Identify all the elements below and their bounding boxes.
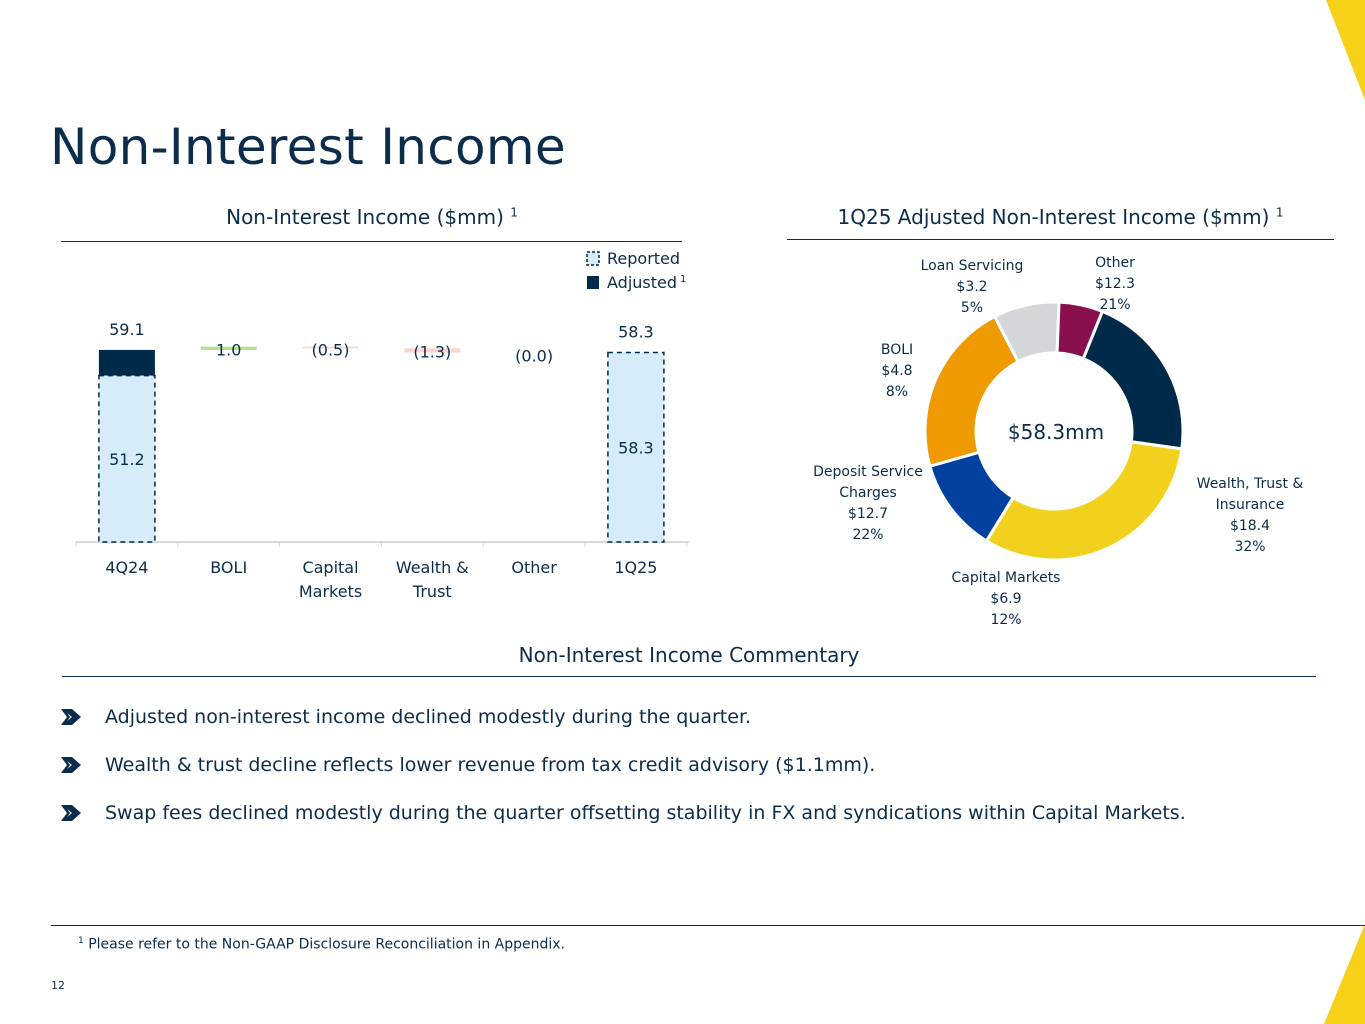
waterfall-chart: 4Q24 BOLI Capital Markets Wealth & Trust Other… <box>75 249 689 601</box>
donut-slice-label: 32% <box>1234 539 1265 555</box>
x-tick-label: Trust <box>412 582 452 601</box>
donut-slice-label: $6.9 <box>990 591 1021 607</box>
donut-slice <box>923 314 1021 469</box>
waterfall-title-footnote-marker: 1 <box>510 205 518 220</box>
x-tick-label: Capital <box>302 558 358 577</box>
footnote-marker: 1 <box>78 936 84 946</box>
donut-title-rule <box>787 239 1334 240</box>
reported-value-label: 58.3 <box>618 438 654 457</box>
reported-bar <box>607 351 665 543</box>
donut-title-text: 1Q25 Adjusted Non-Interest Income ($mm) <box>837 205 1270 229</box>
donut-slice-label: $12.7 <box>848 506 888 522</box>
adjusted-bar <box>98 349 155 376</box>
page-title: Non-Interest Income <box>50 118 566 176</box>
delta-bar <box>404 348 461 353</box>
footnote: 1 Please refer to the Non-GAAP Disclosur… <box>78 936 565 953</box>
donut-slice-label: Other <box>1095 255 1135 271</box>
donut-slice-label: $3.2 <box>956 279 987 295</box>
commentary-title-rule <box>62 676 1316 677</box>
commentary-bullet-text: Wealth & trust decline reflects lower re… <box>105 754 876 776</box>
legend-swatch-reported <box>586 251 600 266</box>
footnote-text: Please refer to the Non-GAAP Disclosure … <box>88 936 565 953</box>
donut-slice-label: Insurance <box>1216 497 1285 513</box>
x-tick-label: Markets <box>299 582 362 601</box>
donut-center-total: $58.3mm <box>1008 420 1104 444</box>
legend-footnote-marker: 1 <box>680 274 686 285</box>
delta-bar <box>200 346 257 350</box>
donut-slice-label: 21% <box>1099 297 1130 313</box>
corner-accent-bottom-shape <box>1324 924 1365 1024</box>
corner-accent-top-shape <box>1326 0 1365 100</box>
waterfall-title-text: Non-Interest Income ($mm) <box>226 205 504 229</box>
x-tick-label: 1Q25 <box>614 558 657 577</box>
donut-slice-label: Loan Servicing <box>921 258 1024 274</box>
commentary-bullet: Swap fees declined modestly during the q… <box>60 802 1186 824</box>
corner-accent-bottom <box>1324 924 1365 1024</box>
donut-slice-label: 22% <box>852 527 883 543</box>
delta-value-label: (0.5) <box>312 341 350 360</box>
reported-bar <box>98 374 156 543</box>
donut-slice <box>1055 300 1105 361</box>
donut-slice-label: $18.4 <box>1230 518 1270 534</box>
commentary-bullet: Adjusted non-interest income declined mo… <box>60 706 751 728</box>
x-tick-label: Other <box>511 558 557 577</box>
waterfall-title-rule <box>61 241 682 242</box>
corner-accent-top <box>1326 0 1365 100</box>
delta-value-label: (1.3) <box>413 342 451 361</box>
donut-title-footnote-marker: 1 <box>1275 205 1284 220</box>
footer-rule <box>51 925 1365 926</box>
donut-slice-label: $12.3 <box>1095 276 1135 292</box>
donut-slice-label: Deposit Service <box>813 464 923 480</box>
x-tick-label: 4Q24 <box>105 558 148 577</box>
page-number: 12 <box>51 979 65 992</box>
chevron-bullet-icon <box>61 757 81 773</box>
legend-label: Reported <box>607 249 680 268</box>
commentary-bullet-text: Adjusted non-interest income declined mo… <box>105 706 752 728</box>
chevron-bullet-icon <box>61 805 81 821</box>
delta-bar <box>302 346 359 349</box>
legend-label: Adjusted 1 <box>607 273 686 292</box>
donut-chart: Other $12.3 21% Wealth, Trust & Insurance $18… <box>813 255 1304 628</box>
x-tick-label: Wealth & <box>396 558 469 577</box>
commentary-bullet-text: Swap fees declined modestly during the q… <box>105 802 1186 824</box>
delta-value-label: 1.0 <box>216 341 241 360</box>
donut-slice-label: Wealth, Trust & <box>1197 476 1304 492</box>
donut-slice-label: 12% <box>990 612 1021 628</box>
donut-slice <box>984 440 1184 562</box>
adjusted-value-label: 59.1 <box>109 320 145 339</box>
adjusted-value-label: 58.3 <box>618 323 654 342</box>
x-tick-label: BOLI <box>210 558 247 577</box>
delta-value-label: (0.0) <box>515 347 553 366</box>
chevron-bullet-icon <box>61 709 81 725</box>
donut-panel-title: 1Q25 Adjusted Non-Interest Income ($mm) … <box>787 205 1334 229</box>
reported-value-label: 51.2 <box>109 450 145 469</box>
waterfall-panel-title: Non-Interest Income ($mm) 1 <box>62 205 682 229</box>
commentary-bullet: Wealth & trust decline reflects lower re… <box>60 754 875 776</box>
donut-slice-label: $4.8 <box>881 363 912 379</box>
legend-swatch-adjusted <box>587 276 599 289</box>
donut-slice-label: 5% <box>961 300 983 316</box>
donut-slice-label: Charges <box>839 485 897 501</box>
commentary-title: Non-Interest Income Commentary <box>518 643 860 667</box>
donut-slice-label: 8% <box>886 384 908 400</box>
donut-slice-label: Capital Markets <box>952 570 1061 586</box>
donut-slice-label: BOLI <box>881 342 913 358</box>
